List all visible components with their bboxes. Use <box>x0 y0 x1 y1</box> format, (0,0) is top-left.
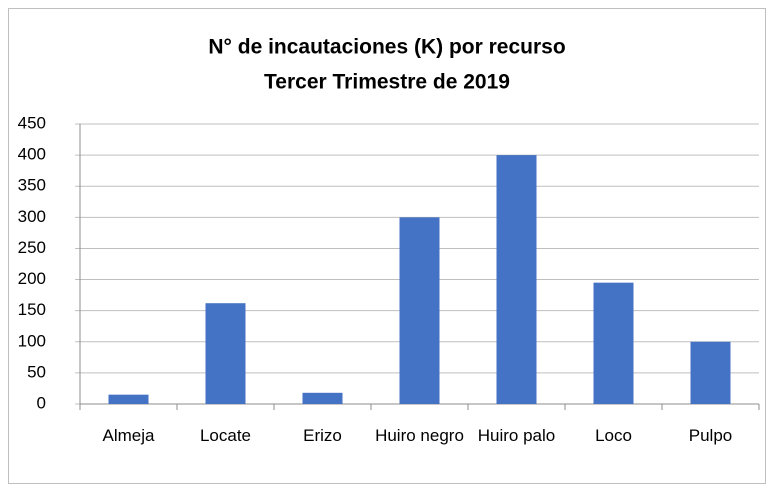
chart-title: N° de incautaciones (K) por recurso <box>208 36 565 59</box>
x-tick-label: Pulpo <box>688 426 733 445</box>
x-tick-label: Huiro palo <box>477 426 556 445</box>
y-tick-label: 200 <box>18 269 46 288</box>
chart-subtitle: Tercer Trimestre de 2019 <box>264 71 510 94</box>
bar <box>399 217 440 404</box>
bar <box>205 303 246 404</box>
bar <box>108 394 149 404</box>
y-tick-label: 250 <box>18 238 46 257</box>
y-tick-label: 350 <box>18 176 46 195</box>
x-tick-label: Loco <box>595 426 632 445</box>
y-tick-label: 150 <box>18 300 46 319</box>
y-tick-label: 300 <box>18 207 46 226</box>
bar <box>593 282 634 404</box>
bar <box>302 392 343 404</box>
y-tick-label: 0 <box>37 393 46 412</box>
x-tick-label: Erizo <box>303 426 342 445</box>
x-tick-label: Huiro negro <box>375 426 464 445</box>
x-tick-label: Almeja <box>102 426 155 445</box>
x-tick-label: Locate <box>199 426 252 445</box>
y-tick-label: 50 <box>27 362 46 381</box>
y-tick-label: 400 <box>18 145 46 164</box>
y-tick-label: 450 <box>18 113 46 132</box>
y-tick-label: 100 <box>18 331 46 350</box>
bar <box>690 341 731 404</box>
bar <box>496 155 537 404</box>
